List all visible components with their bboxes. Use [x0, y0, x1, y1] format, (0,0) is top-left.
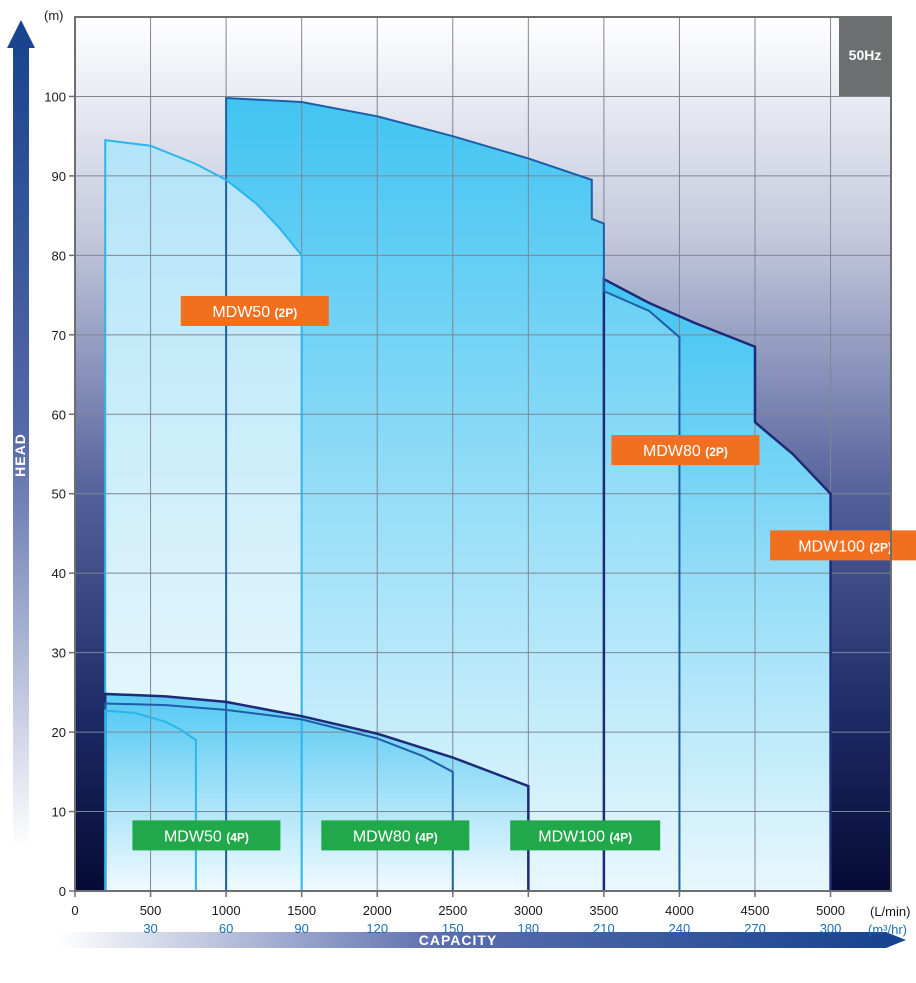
x-tick-label: 1000	[212, 903, 241, 918]
series-label: MDW100 (2P)	[770, 530, 916, 561]
series-label-text: MDW100 (4P)	[538, 828, 632, 845]
y-tick-label: 0	[59, 884, 66, 899]
series-label: MDW80 (4P)	[321, 820, 470, 851]
series-labels: MDW100 (2P) MDW80 (2P) MDW50 (2P) MDW100 (4…	[132, 295, 916, 851]
series-label: MDW80 (2P)	[611, 435, 760, 466]
plot-frame	[74, 16, 892, 892]
series-label-text: MDW80 (2P)	[643, 443, 728, 460]
x-tick-label: 1500	[287, 903, 316, 918]
series-label-box	[321, 820, 470, 851]
x2-tick-label: 120	[366, 921, 388, 936]
curve-mdw100-2p	[602, 277, 832, 891]
series-label: MDW100 (4P)	[510, 820, 661, 851]
y-tick-label: 60	[52, 407, 66, 422]
curve-mdw80-2p	[225, 96, 681, 891]
x2-unit-label: (m³/hr)	[868, 922, 907, 937]
x2-tick-label: 150	[442, 921, 464, 936]
series-label-box	[510, 820, 661, 851]
x2-tick-label: 300	[820, 921, 842, 936]
y-tick-label: 40	[52, 566, 66, 581]
head-axis-title: HEAD	[12, 433, 28, 477]
head-arrow	[7, 20, 35, 848]
x-tick-label: 3000	[514, 903, 543, 918]
series-label-box	[180, 295, 329, 326]
y-tick-label: 10	[52, 805, 66, 820]
x-tick-label: 4000	[665, 903, 694, 918]
performance-curves	[103, 96, 832, 891]
y-tick-label: 100	[44, 89, 66, 104]
frequency-badge: 50Hz	[849, 47, 882, 63]
series-label-text: MDW50 (2P)	[212, 304, 297, 321]
x-unit-label: (L/min)	[870, 904, 910, 919]
curve-mdw50-4p	[104, 709, 197, 891]
frequency-badge-box	[839, 17, 891, 97]
y-tick-label: 30	[52, 646, 66, 661]
x2-tick-label: 180	[517, 921, 539, 936]
series-label: MDW50 (4P)	[132, 820, 281, 851]
series-label-box	[611, 435, 760, 466]
series-label-box	[132, 820, 281, 851]
x-tick-label: 500	[140, 903, 162, 918]
x2-tick-label: 90	[294, 921, 308, 936]
y-unit-label: (m)	[44, 8, 64, 23]
y-tick-label: 70	[52, 328, 66, 343]
x-tick-label: 0	[71, 903, 78, 918]
y-tick-label: 50	[52, 487, 66, 502]
x2-tick-label: 240	[669, 921, 691, 936]
series-label-text: MDW80 (4P)	[353, 828, 438, 845]
series-label-text: MDW50 (4P)	[164, 828, 249, 845]
curve-mdw50-2p	[104, 139, 303, 891]
x-tick-label: 3500	[589, 903, 618, 918]
capacity-axis-title: CAPACITY	[419, 932, 498, 948]
x2-tick-label: 60	[219, 921, 233, 936]
series-label-text: MDW100 (2P)	[798, 538, 892, 555]
x2-tick-label: 270	[744, 921, 766, 936]
curve-mdw100-4p	[103, 692, 530, 891]
y-tick-label: 90	[52, 169, 66, 184]
x-tick-label: 2000	[363, 903, 392, 918]
x2-tick-label: 210	[593, 921, 615, 936]
x2-tick-label: 30	[143, 921, 157, 936]
y-tick-label: 20	[52, 725, 66, 740]
y-tick-label: 80	[52, 248, 66, 263]
series-label: MDW50 (2P)	[180, 295, 329, 326]
x-tick-label: 5000	[816, 903, 845, 918]
capacity-arrow	[58, 932, 906, 948]
x-tick-label: 4500	[741, 903, 770, 918]
x-tick-label: 2500	[438, 903, 467, 918]
curve-mdw80-4p	[104, 702, 454, 891]
